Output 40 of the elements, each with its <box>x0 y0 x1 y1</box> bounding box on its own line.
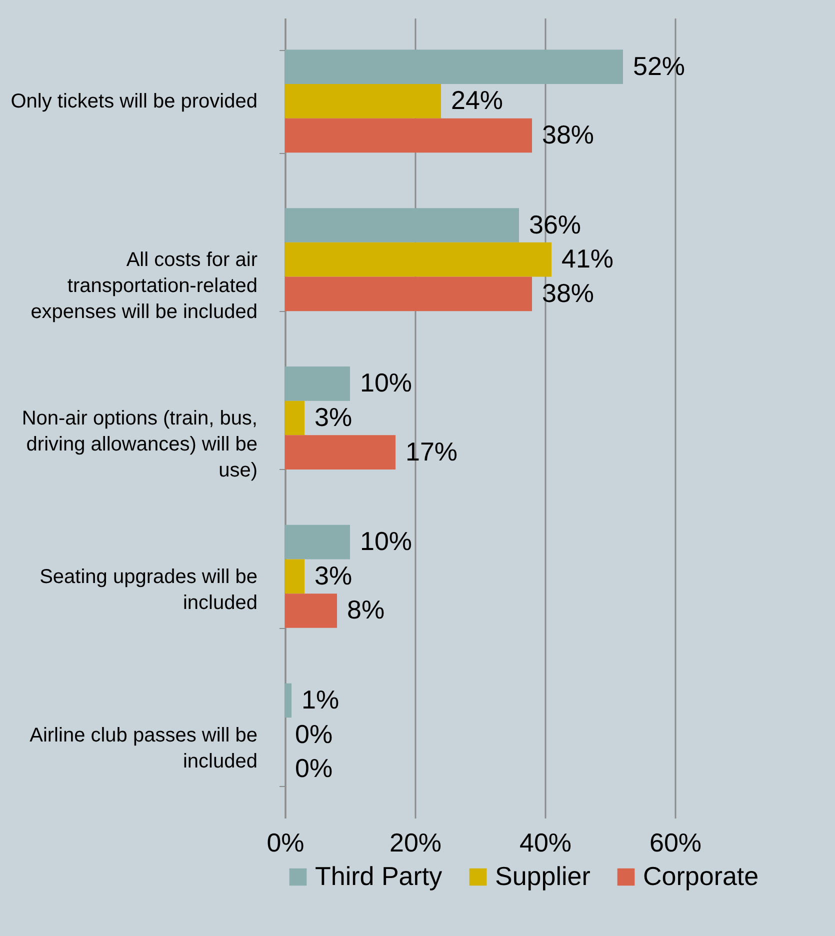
legend-label: Corporate <box>643 861 759 891</box>
bar <box>285 208 519 242</box>
bar <box>285 400 304 436</box>
data-label: 52% <box>633 50 686 81</box>
bar <box>285 594 337 628</box>
bar <box>285 683 292 718</box>
data-label: 3% <box>314 402 352 432</box>
bar <box>285 435 396 470</box>
y-tick-label: Airline club passes will be included <box>30 724 258 772</box>
legend-label: Third Party <box>315 861 442 891</box>
y-tick-label: Only tickets will be provided <box>10 90 258 113</box>
data-label: 41% <box>562 244 614 274</box>
bar <box>285 366 350 401</box>
data-label: 0% <box>295 753 333 784</box>
data-label: 1% <box>302 684 340 715</box>
data-label: 10% <box>360 526 412 556</box>
bar <box>285 118 532 153</box>
x-tick-label: 0% <box>266 828 304 858</box>
bar <box>285 84 441 118</box>
data-label: 10% <box>360 368 412 398</box>
y-tick-label: All costs for air transportation-related expenses will be included <box>30 249 258 324</box>
data-label: 0% <box>295 718 333 749</box>
data-label: 24% <box>451 85 504 116</box>
bar <box>285 50 623 84</box>
data-label: 38% <box>542 119 594 150</box>
x-tick-label: 40% <box>519 828 572 858</box>
y-tick-label: Non-air options (train, bus, driving allowances) will be use) <box>22 408 258 482</box>
data-label: 38% <box>542 278 594 308</box>
x-tick-label: 60% <box>649 828 702 858</box>
bar <box>285 276 532 312</box>
data-label: 8% <box>347 594 385 625</box>
y-tick-label: Seating upgrades will be included <box>40 566 258 614</box>
data-label: 3% <box>314 560 352 590</box>
data-label: 17% <box>406 436 458 466</box>
bar <box>285 242 552 277</box>
bar <box>285 559 304 594</box>
x-tick-label: 20% <box>389 828 442 858</box>
data-label: 36% <box>529 209 582 240</box>
legend-label: Supplier <box>495 861 591 891</box>
bar <box>285 524 350 560</box>
